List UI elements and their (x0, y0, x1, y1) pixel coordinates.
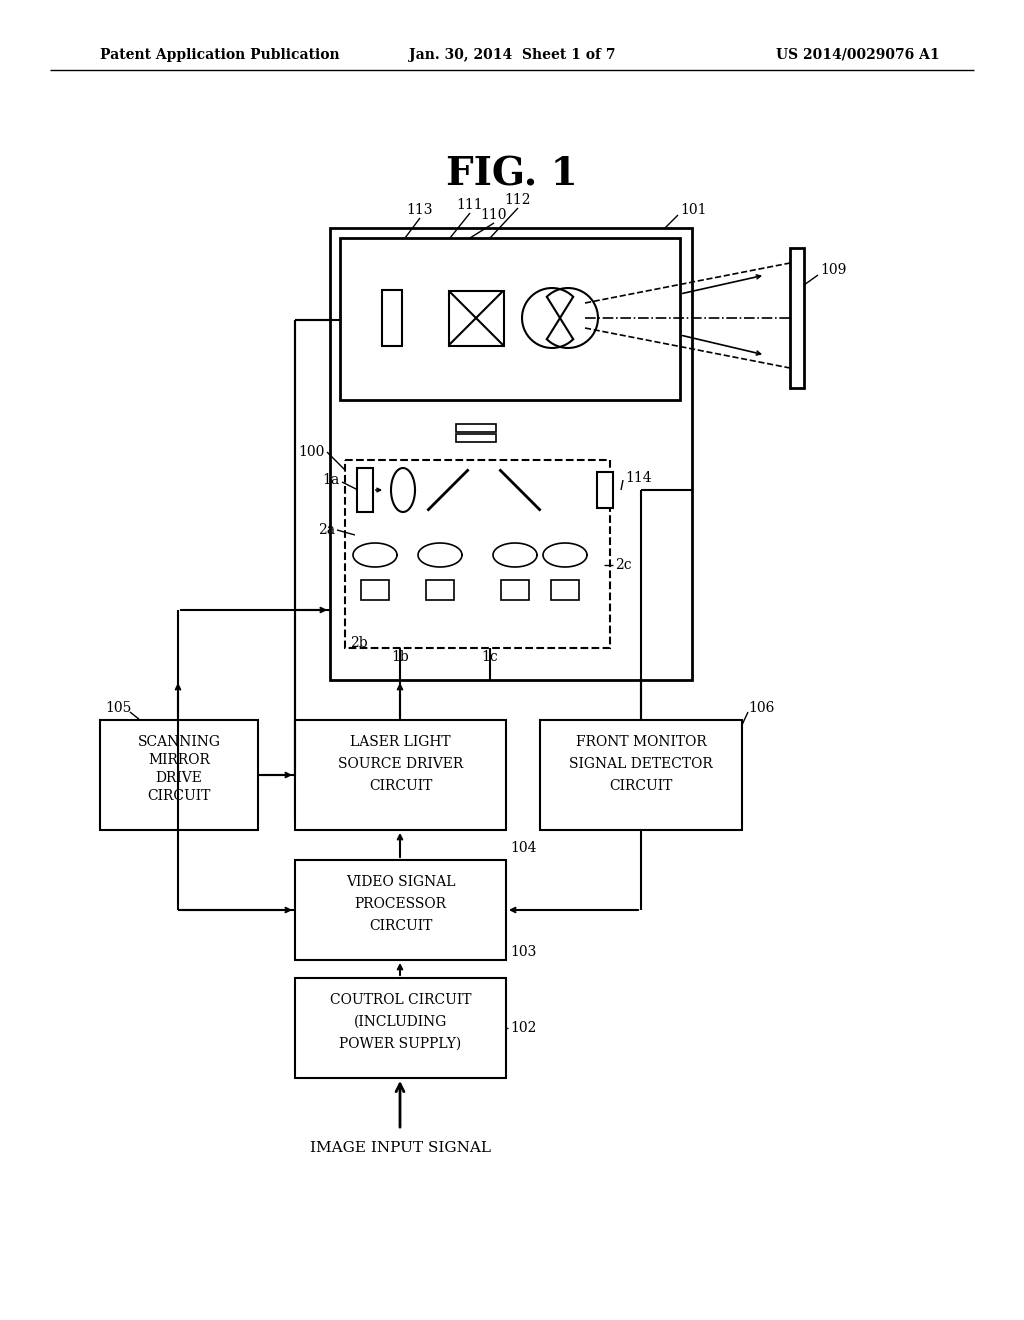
Text: 1c: 1c (481, 649, 499, 664)
Bar (540, 719, 742, 830)
Text: 114: 114 (625, 471, 651, 484)
Text: SOURCE DRIVER: SOURCE DRIVER (338, 756, 463, 771)
Text: 2b: 2b (350, 636, 368, 649)
Text: 106: 106 (748, 701, 774, 715)
Text: CIRCUIT: CIRCUIT (369, 919, 432, 933)
Text: SIGNAL DETECTOR: SIGNAL DETECTOR (569, 756, 713, 771)
Bar (100, 719, 258, 830)
Text: 1a: 1a (323, 473, 340, 487)
Bar (501, 579, 529, 601)
Text: 111: 111 (457, 198, 483, 213)
Bar (295, 719, 506, 830)
Text: CIRCUIT: CIRCUIT (147, 789, 211, 803)
Bar (597, 473, 613, 508)
Text: IMAGE INPUT SIGNAL: IMAGE INPUT SIGNAL (309, 1140, 490, 1155)
Text: 104: 104 (510, 841, 537, 855)
Text: DRIVE: DRIVE (156, 771, 203, 785)
Bar (426, 579, 454, 601)
Text: US 2014/0029076 A1: US 2014/0029076 A1 (776, 48, 940, 62)
Text: POWER SUPPLY): POWER SUPPLY) (339, 1038, 462, 1051)
Text: COUTROL CIRCUIT: COUTROL CIRCUIT (330, 993, 471, 1007)
Text: PROCESSOR: PROCESSOR (354, 898, 446, 911)
Text: 105: 105 (105, 701, 131, 715)
Bar (330, 228, 692, 680)
Text: MIRROR: MIRROR (148, 752, 210, 767)
Text: 2c: 2c (615, 558, 632, 572)
Text: CIRCUIT: CIRCUIT (609, 779, 673, 793)
Bar (382, 290, 402, 346)
Text: 112: 112 (505, 193, 531, 207)
Bar (295, 978, 506, 1078)
Bar (340, 238, 680, 400)
Text: Patent Application Publication: Patent Application Publication (100, 48, 340, 62)
Text: 110: 110 (480, 209, 507, 222)
Bar (790, 248, 804, 388)
Text: 2a: 2a (317, 523, 335, 537)
Text: (INCLUDING: (INCLUDING (354, 1015, 447, 1030)
Text: 1b: 1b (391, 649, 409, 664)
Bar (357, 469, 373, 512)
Text: LASER LIGHT: LASER LIGHT (350, 735, 451, 748)
Text: 109: 109 (820, 263, 847, 277)
Text: VIDEO SIGNAL: VIDEO SIGNAL (346, 875, 456, 888)
Text: SCANNING: SCANNING (137, 735, 220, 748)
Bar (449, 290, 504, 346)
Bar (295, 861, 506, 960)
Text: FRONT MONITOR: FRONT MONITOR (575, 735, 707, 748)
Text: FIG. 1: FIG. 1 (446, 156, 578, 194)
Bar (456, 424, 496, 432)
Text: 100: 100 (299, 445, 325, 459)
Text: CIRCUIT: CIRCUIT (369, 779, 432, 793)
Bar (345, 459, 610, 648)
Text: 113: 113 (407, 203, 433, 216)
Text: Jan. 30, 2014  Sheet 1 of 7: Jan. 30, 2014 Sheet 1 of 7 (409, 48, 615, 62)
Bar (361, 579, 389, 601)
Text: 102: 102 (510, 1020, 537, 1035)
Text: 101: 101 (680, 203, 707, 216)
Bar (456, 434, 496, 442)
Text: 103: 103 (510, 945, 537, 960)
Bar (551, 579, 579, 601)
